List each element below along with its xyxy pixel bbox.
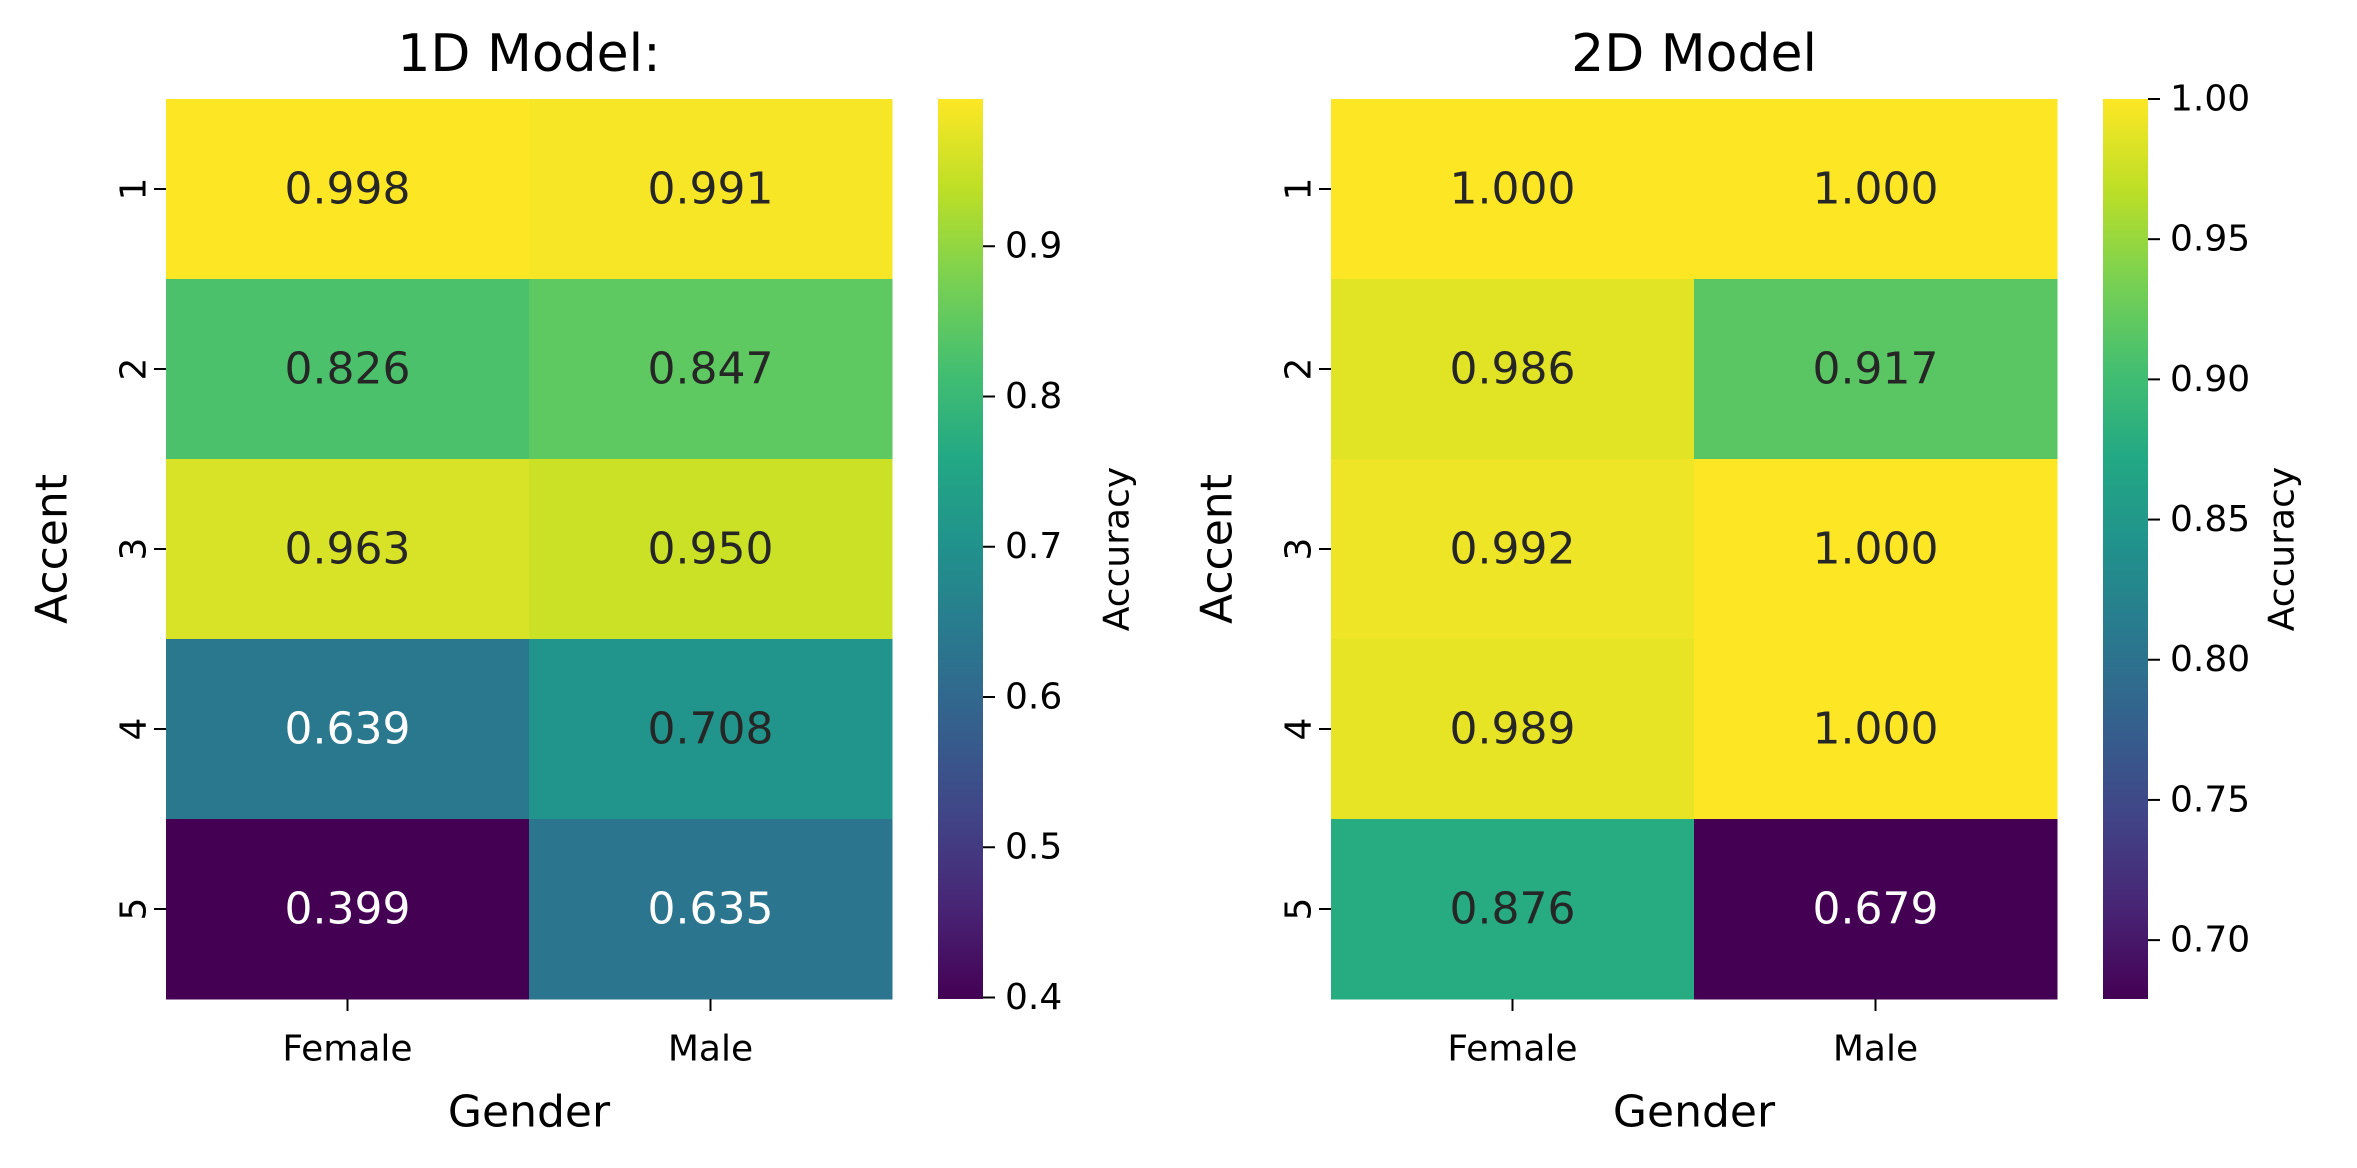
x-tick-label: Male xyxy=(668,1029,753,1070)
cell-value-label: 0.639 xyxy=(285,704,411,755)
cell-value-label: 0.992 xyxy=(1450,524,1576,575)
cell-value-label: 0.635 xyxy=(648,884,774,935)
heatmap-cell xyxy=(1331,99,1695,280)
x-tick-label: Female xyxy=(282,1029,412,1070)
y-tick-label: 5 xyxy=(1279,898,1320,921)
colorbar-tick-label: 0.5 xyxy=(1005,827,1062,868)
heatmap-cell xyxy=(166,99,530,280)
colorbar-tick-label: 0.85 xyxy=(2170,499,2250,540)
cell-value-label: 0.991 xyxy=(648,164,774,215)
heatmap-cell xyxy=(1694,459,2058,640)
heatmap-cell xyxy=(166,639,530,820)
cell-value-label: 0.679 xyxy=(1813,884,1939,935)
cell-value-label: 0.917 xyxy=(1813,344,1939,395)
x-tick-label: Male xyxy=(1833,1029,1918,1070)
heatmap-cell xyxy=(1331,639,1695,820)
colorbar-tick-label: 0.9 xyxy=(1005,226,1062,267)
x-axis-label: Gender xyxy=(448,1087,611,1138)
cell-value-label: 0.876 xyxy=(1450,884,1576,935)
colorbar-tick-label: 0.95 xyxy=(2170,219,2250,260)
heatmap-cell xyxy=(529,99,893,280)
heatmap-panel-1d-model: 0.998 0.991 0.826 0.847 0.963 0.950 0.639 0.708… xyxy=(27,24,1138,1138)
cell-value-label: 0.989 xyxy=(1450,704,1576,755)
colorbar-tick-label: 0.6 xyxy=(1005,676,1062,717)
colorbar-tick-label: 0.80 xyxy=(2170,639,2250,680)
heatmap-cell xyxy=(1694,279,2058,460)
cell-value-label: 0.986 xyxy=(1450,344,1576,395)
y-tick-label: 3 xyxy=(1279,538,1320,561)
y-tick-label: 2 xyxy=(1279,358,1320,381)
colorbar-tick-label: 1.00 xyxy=(2170,79,2250,120)
y-tick-label: 1 xyxy=(114,178,155,201)
colorbar-tick-label: 0.90 xyxy=(2170,359,2250,400)
colorbar-tick-label: 0.8 xyxy=(1005,376,1062,417)
cell-value-label: 1.000 xyxy=(1813,704,1939,755)
colorbar-label: Accuracy xyxy=(2262,467,2303,631)
y-tick-label: 4 xyxy=(1279,718,1320,741)
x-axis-label: Gender xyxy=(1613,1087,1776,1138)
heatmap-cell xyxy=(166,819,530,1000)
colorbar-tick-label: 0.70 xyxy=(2170,920,2250,961)
y-tick-label: 5 xyxy=(114,898,155,921)
cell-value-label: 0.399 xyxy=(285,884,411,935)
cell-value-label: 0.963 xyxy=(285,524,411,575)
cell-value-label: 0.826 xyxy=(285,344,411,395)
y-tick-label: 2 xyxy=(114,358,155,381)
cell-value-label: 0.998 xyxy=(285,164,411,215)
heatmap-cell xyxy=(529,819,893,1000)
cell-value-label: 0.847 xyxy=(648,344,774,395)
heatmap-cell xyxy=(1331,819,1695,1000)
heatmap-cell xyxy=(529,639,893,820)
chart-title: 2D Model xyxy=(1571,24,1817,84)
y-axis-label: Accent xyxy=(1192,474,1243,624)
heatmap-cell xyxy=(1331,459,1695,640)
heatmap-cell xyxy=(1694,99,2058,280)
cell-value-label: 1.000 xyxy=(1813,524,1939,575)
colorbar-tick-label: 0.4 xyxy=(1005,977,1062,1018)
heatmap-cell xyxy=(1331,279,1695,460)
cell-value-label: 1.000 xyxy=(1813,164,1939,215)
y-tick-label: 4 xyxy=(114,718,155,741)
colorbar-label: Accuracy xyxy=(1097,467,1138,631)
heatmap-cell xyxy=(1694,819,2058,1000)
cell-value-label: 1.000 xyxy=(1450,164,1576,215)
heatmap-cell xyxy=(529,459,893,640)
y-axis-label: Accent xyxy=(27,474,78,624)
cell-value-label: 0.708 xyxy=(648,704,774,755)
colorbar xyxy=(2103,99,2148,999)
colorbar xyxy=(938,99,983,999)
cell-value-label: 0.950 xyxy=(648,524,774,575)
heatmap-cell xyxy=(166,459,530,640)
y-tick-label: 3 xyxy=(114,538,155,561)
heatmap-cell xyxy=(166,279,530,460)
heatmap-cell xyxy=(529,279,893,460)
colorbar-tick-label: 0.75 xyxy=(2170,779,2250,820)
heatmap-cell xyxy=(1694,639,2058,820)
chart-title: 1D Model: xyxy=(397,24,660,84)
x-tick-label: Female xyxy=(1447,1029,1577,1070)
y-tick-label: 1 xyxy=(1279,178,1320,201)
colorbar-tick-label: 0.7 xyxy=(1005,526,1062,567)
